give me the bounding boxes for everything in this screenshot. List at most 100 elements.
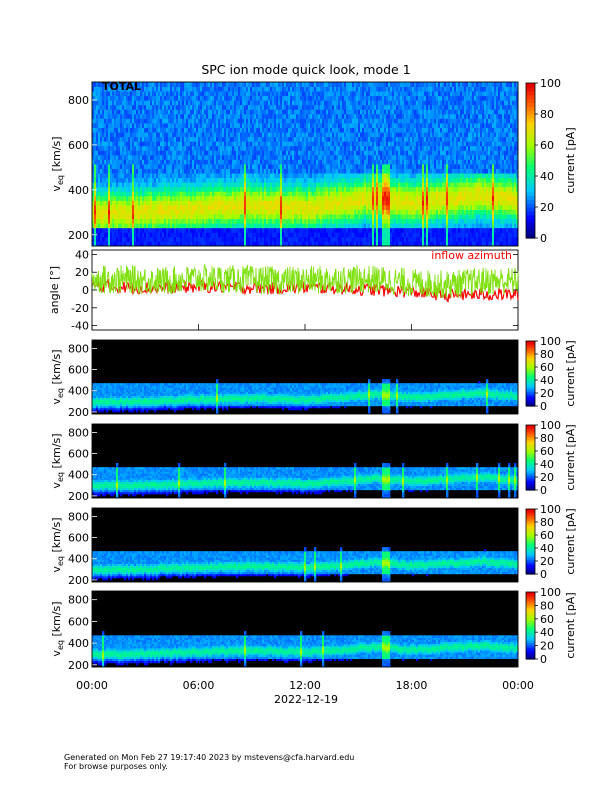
heatmap-cell <box>136 164 139 169</box>
heatmap-cell <box>128 232 131 238</box>
heatmap-cell <box>118 241 121 247</box>
heatmap-cell <box>188 205 191 210</box>
heatmap-cell <box>188 182 191 188</box>
heatmap-cell <box>186 177 189 183</box>
heatmap-cell <box>160 113 163 119</box>
heatmap-cell <box>112 91 115 97</box>
heatmap-cell <box>166 159 169 165</box>
heatmap-cell <box>98 236 101 242</box>
heatmap-cell <box>96 145 99 151</box>
heatmap-cell <box>122 145 125 151</box>
heatmap-cell <box>162 113 165 119</box>
heatmap-cell <box>188 173 191 179</box>
heatmap-cell <box>144 182 147 188</box>
heatmap-cell <box>136 104 139 110</box>
heatmap-cell <box>182 141 185 147</box>
heatmap-cell <box>96 209 99 215</box>
heatmap-cell <box>94 95 97 101</box>
heatmap-cell <box>116 236 119 242</box>
heatmap-cell <box>110 223 113 229</box>
heatmap-cell <box>130 232 133 238</box>
heatmap-cell <box>154 186 157 192</box>
heatmap-cell <box>152 241 155 247</box>
heatmap-cell <box>186 223 189 229</box>
heatmap-cell <box>116 118 119 124</box>
heatmap-cell <box>188 164 191 169</box>
heatmap-cell <box>192 200 195 206</box>
heatmap-cell <box>178 182 181 188</box>
heatmap-cell <box>144 227 147 233</box>
heatmap-cell <box>94 104 97 110</box>
heatmap-cell <box>114 236 117 242</box>
heatmap-cell <box>186 145 189 151</box>
heatmap-cell <box>164 241 167 247</box>
heatmap-cell <box>122 132 125 138</box>
heatmap-cell <box>162 236 165 242</box>
heatmap-cell <box>106 173 109 179</box>
heatmap-cell <box>182 173 185 179</box>
heatmap-cell <box>156 154 159 160</box>
heatmap-cell <box>116 200 119 206</box>
heatmap-cell <box>148 132 151 138</box>
heatmap-cell <box>146 86 149 92</box>
heatmap-cell <box>158 223 161 229</box>
heatmap-cell <box>104 154 107 160</box>
heatmap-cell <box>196 191 199 197</box>
heatmap-cell <box>170 232 173 238</box>
heatmap-cell <box>102 82 105 87</box>
heatmap-cell <box>150 168 153 174</box>
heatmap-cell <box>128 86 131 92</box>
heatmap-cell <box>146 218 149 224</box>
heatmap-cell <box>162 150 165 156</box>
heatmap-cell <box>186 241 189 247</box>
heatmap-cell <box>106 168 109 174</box>
heatmap-cell <box>94 109 97 115</box>
heatmap-cell <box>106 159 109 165</box>
heatmap-cell <box>118 232 121 238</box>
heatmap-cell <box>164 209 167 215</box>
heatmap-cell <box>116 186 119 192</box>
heatmap-cell <box>106 236 109 242</box>
heatmap-cell <box>178 177 181 183</box>
heatmap-cell <box>118 223 121 229</box>
heatmap-cell <box>104 86 107 92</box>
heatmap-cell <box>110 214 113 220</box>
heatmap-cell <box>182 186 185 192</box>
heatmap-cell <box>114 113 117 119</box>
heatmap-cell <box>106 218 109 224</box>
heatmap-cell <box>158 236 161 242</box>
heatmap-cell <box>180 123 183 128</box>
heatmap-cell <box>110 182 113 188</box>
heatmap-cell <box>184 150 187 156</box>
heatmap-cell <box>158 141 161 147</box>
heatmap-cell <box>160 232 163 238</box>
heatmap-cell <box>152 168 155 174</box>
heatmap-cell <box>156 109 159 115</box>
heatmap-cell <box>190 209 193 215</box>
heatmap-cell <box>136 195 139 201</box>
heatmap-cell <box>170 200 173 206</box>
heatmap-cell <box>134 145 137 151</box>
heatmap-cell <box>152 182 155 188</box>
heatmap-cell <box>150 86 153 92</box>
heatmap-cell <box>136 141 139 147</box>
heatmap-cell <box>122 113 125 119</box>
heatmap-cell <box>132 205 135 210</box>
heatmap-cell <box>92 214 95 220</box>
heatmap-cell <box>160 195 163 201</box>
heatmap-cell <box>186 150 189 156</box>
heatmap-cell <box>164 104 167 110</box>
heatmap-cell <box>112 191 115 197</box>
heatmap-cell <box>120 145 123 151</box>
heatmap-cell <box>146 195 149 201</box>
heatmap-cell <box>100 150 103 156</box>
heatmap-cell <box>92 168 95 174</box>
heatmap-cell <box>134 123 137 128</box>
heatmap-cell <box>120 214 123 220</box>
heatmap-cell <box>96 154 99 160</box>
heatmap-cell <box>112 236 115 242</box>
heatmap-cell <box>138 195 141 201</box>
heatmap-cell <box>136 132 139 138</box>
heatmap-cell <box>146 145 149 151</box>
heatmap-cell <box>104 227 107 233</box>
